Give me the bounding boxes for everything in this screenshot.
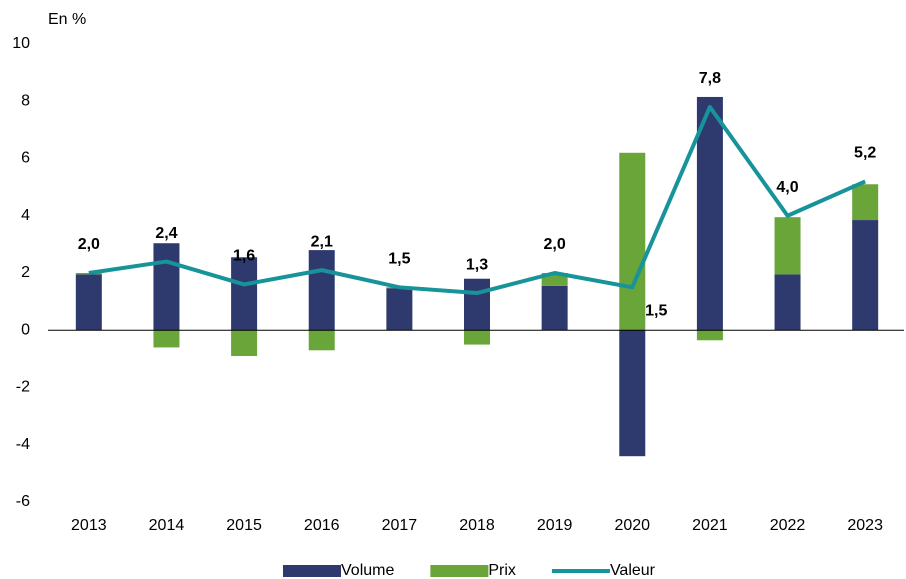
y-tick-label: 2 <box>21 264 30 281</box>
x-tick-label: 2013 <box>71 517 107 534</box>
bar <box>75 274 102 331</box>
x-tick-label: 2016 <box>304 517 340 534</box>
bar <box>153 243 180 331</box>
bar <box>153 330 180 348</box>
data-label: 5,2 <box>854 145 876 162</box>
data-label: 4,0 <box>776 179 798 196</box>
bar <box>774 274 801 331</box>
bar <box>619 330 646 457</box>
bar <box>696 96 723 331</box>
data-label: 2,4 <box>155 225 177 242</box>
bar <box>308 250 335 331</box>
bar <box>308 330 335 351</box>
y-tick-label: 4 <box>21 207 30 224</box>
bar <box>852 184 879 221</box>
bar <box>696 330 723 341</box>
legend-swatch <box>430 565 489 577</box>
y-tick-label: -2 <box>16 379 30 396</box>
bar <box>386 288 413 331</box>
data-label: 7,8 <box>699 70 721 87</box>
data-label: 1,5 <box>645 303 667 320</box>
legend-label: Prix <box>488 562 516 579</box>
x-tick-label: 2023 <box>847 517 883 534</box>
y-tick-label: 0 <box>21 321 30 338</box>
legend-label: Volume <box>341 562 394 579</box>
y-tick-label: 10 <box>12 35 30 52</box>
y-tick-label: -4 <box>16 436 30 453</box>
x-tick-label: 2015 <box>226 517 262 534</box>
bar <box>541 285 568 331</box>
legend-label: Valeur <box>610 562 656 579</box>
data-label: 1,6 <box>233 248 255 265</box>
bar <box>619 152 646 331</box>
data-label: 1,5 <box>388 251 410 268</box>
data-label: 2,0 <box>78 236 100 253</box>
data-label: 2,1 <box>311 233 333 250</box>
bar <box>231 330 258 357</box>
x-tick-label: 2021 <box>692 517 728 534</box>
bar <box>852 220 879 331</box>
bar <box>464 330 490 345</box>
bar <box>231 257 258 331</box>
bar <box>464 278 490 331</box>
x-tick-label: 2019 <box>537 517 573 534</box>
data-label: 2,0 <box>544 236 566 253</box>
bar <box>75 273 102 275</box>
legend-swatch <box>283 565 341 577</box>
x-tick-label: 2022 <box>770 517 806 534</box>
y-tick-label: 6 <box>21 150 30 167</box>
y-tick-label: 8 <box>21 92 30 109</box>
chart-title: En % <box>48 11 86 28</box>
line <box>88 104 866 296</box>
x-tick-label: 2014 <box>149 517 185 534</box>
x-tick-label: 2017 <box>382 517 418 534</box>
x-tick-label: 2018 <box>459 517 495 534</box>
y-tick-label: -6 <box>16 493 30 510</box>
bar <box>774 217 801 275</box>
data-label: 1,3 <box>466 256 488 273</box>
x-tick-label: 2020 <box>614 517 650 534</box>
